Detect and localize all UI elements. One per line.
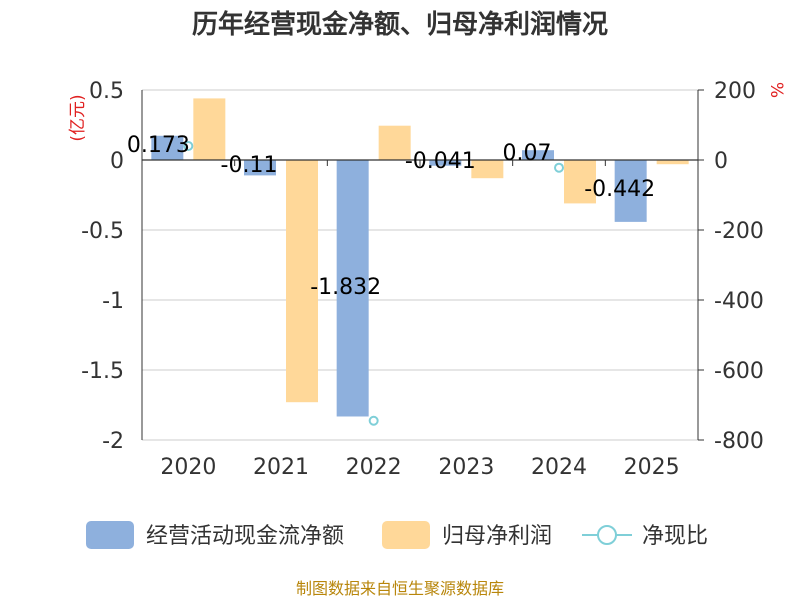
right-tick-label: -200: [714, 219, 764, 244]
data-label: 0.07: [503, 141, 552, 166]
legend-label-cashflow: 经营活动现金流净额: [146, 524, 344, 549]
bar: [614, 160, 647, 222]
left-tick-label: -1.5: [81, 359, 124, 384]
x-tick-label: 2023: [438, 455, 494, 480]
legend-label-ratio: 净现比: [642, 524, 708, 549]
legend-swatch-profit: [382, 521, 430, 549]
bar: [151, 135, 184, 160]
data-label: -0.442: [584, 177, 655, 202]
right-tick-label: -800: [714, 429, 764, 454]
bar: [429, 160, 462, 166]
grid-lines: [142, 89, 698, 441]
legend-swatch-ratio-marker: [597, 525, 617, 545]
x-tick-label: 2020: [160, 455, 216, 480]
axes: [141, 90, 699, 440]
ratio-points: [183, 141, 564, 426]
left-axis-unit: (亿元): [68, 94, 88, 141]
data-label: -0.041: [405, 149, 476, 174]
bar: [193, 98, 226, 160]
bar: [564, 160, 596, 204]
x-tick-label: 2021: [253, 455, 309, 480]
bars: [151, 98, 689, 417]
right-tick-label: 200: [714, 79, 756, 104]
legend-swatch-cashflow: [86, 521, 134, 549]
bar: [336, 160, 369, 417]
right-axis-unit: %: [766, 82, 786, 98]
right-tick-label: 0: [714, 149, 728, 174]
right-tick-label: -600: [714, 359, 764, 384]
x-tick-label: 2025: [624, 455, 680, 480]
tick-labels: 0.5 0 -0.5 -1 -1.5 -2 200 0 -200 -400 -600 -800 2020…: [81, 79, 764, 480]
bar: [656, 160, 689, 165]
left-tick-label: -1: [102, 289, 124, 314]
ratio-point: [183, 141, 194, 151]
x-tick-label: 2024: [531, 455, 587, 480]
data-label: 0.173: [127, 133, 190, 158]
bar: [522, 150, 554, 160]
source-note: 制图数据来自恒生聚源数据库: [296, 579, 504, 598]
data-labels: 0.173 -0.11 -1.832 -0.041 0.07 -0.442: [127, 133, 655, 300]
legend: 经营活动现金流净额 归母净利润 净现比: [86, 521, 708, 549]
bar: [471, 160, 504, 179]
data-label: -1.832: [310, 275, 381, 300]
ratio-point: [368, 415, 379, 426]
bar: [378, 125, 411, 160]
ratio-point: [554, 162, 564, 173]
legend-label-profit: 归母净利润: [442, 524, 552, 549]
data-label: -0.11: [221, 153, 278, 178]
bar: [286, 160, 318, 403]
right-tick-label: -400: [714, 289, 764, 314]
x-tick-label: 2022: [346, 455, 402, 480]
left-tick-label: 0.5: [89, 79, 124, 104]
left-tick-label: -0.5: [81, 219, 124, 244]
left-tick-label: -2: [102, 429, 124, 454]
chart-title: 历年经营现金净额、归母净利润情况: [192, 9, 608, 40]
left-tick-label: 0: [110, 149, 124, 174]
bar: [244, 160, 276, 176]
